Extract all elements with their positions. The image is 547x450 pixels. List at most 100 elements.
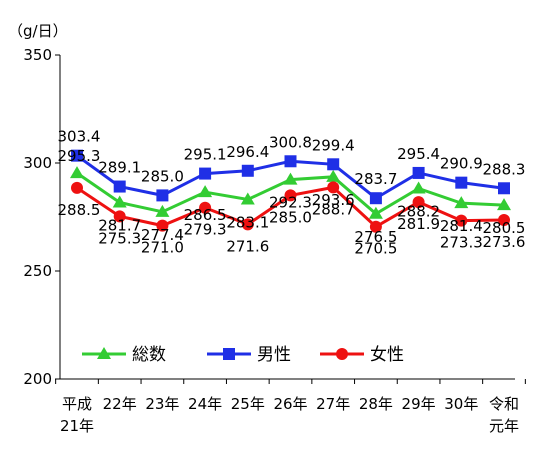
x-tick-label: 29年 (402, 395, 436, 413)
x-tick-label-line: 27年 (316, 395, 350, 413)
y-tick-label: 300 (23, 154, 52, 172)
data-label: 295.1 (184, 146, 227, 164)
x-tick-label-line: 23年 (145, 395, 179, 413)
x-tick-label: 令和元年 (489, 395, 519, 435)
data-point-triangle (112, 195, 127, 208)
data-point-circle (455, 214, 468, 227)
x-tick-label: 24年 (188, 395, 222, 413)
data-label: 286.5 (184, 206, 227, 224)
data-point-triangle (198, 185, 213, 198)
data-label: 295.3 (58, 147, 101, 165)
data-point-square (156, 189, 169, 202)
data-label: 288.5 (58, 201, 101, 219)
data-point-circle (199, 201, 212, 214)
data-point-square (284, 155, 297, 168)
data-point-circle (156, 219, 169, 232)
data-label: 303.4 (58, 128, 101, 146)
data-point-triangle (454, 196, 469, 209)
data-point-square (71, 149, 83, 162)
data-point-circle (369, 220, 382, 233)
data-label: 277.4 (141, 226, 184, 244)
legend-item: 女性 (320, 345, 404, 365)
x-tick-label: 22年 (103, 395, 137, 413)
data-label: 296.4 (226, 143, 269, 161)
series-circle (71, 181, 510, 233)
data-point-triangle (326, 169, 341, 182)
data-point-circle (336, 348, 348, 360)
data-point-square (412, 166, 425, 179)
data-label: 271.0 (141, 239, 184, 257)
legend-item: 総数 (82, 345, 166, 365)
data-point-circle (113, 210, 126, 223)
x-tick-label: 25年 (231, 395, 265, 413)
data-label: 300.8 (269, 133, 312, 151)
legend-item: 男性 (207, 345, 291, 365)
data-label: 292.3 (269, 194, 312, 212)
x-tick-label-line: 24年 (188, 395, 222, 413)
data-point-square (455, 176, 468, 189)
data-label: 293.6 (312, 191, 355, 209)
legend-label: 男性 (257, 345, 291, 365)
legend-label: 総数 (132, 345, 166, 365)
data-label: 281.4 (440, 217, 483, 235)
data-label: 283.1 (226, 214, 269, 232)
x-tick-label-line: 26年 (273, 395, 307, 413)
data-point-triangle (368, 206, 383, 219)
data-point-square (241, 164, 254, 177)
data-point-square (498, 182, 510, 195)
data-label: 285.0 (269, 208, 312, 226)
x-tick-label-line: 平成 (62, 395, 92, 413)
data-point-circle (327, 181, 340, 194)
data-label: 273.3 (440, 234, 483, 252)
unit-label: （g/日） (8, 22, 68, 40)
x-tick-label: 平成 21年 (60, 395, 94, 435)
data-label: 270.5 (354, 240, 397, 258)
x-tick-label: 30年 (444, 395, 478, 413)
x-tick-label-line: 元年 (489, 417, 519, 435)
data-label: 289.1 (98, 159, 141, 177)
data-label: 271.6 (226, 237, 269, 255)
data-label: 275.3 (98, 229, 141, 247)
x-tick-label-line: 25年 (231, 395, 265, 413)
data-point-circle (498, 214, 510, 227)
data-label: 295.4 (397, 145, 440, 163)
data-label: 299.4 (312, 136, 355, 154)
data-label: 280.5 (483, 219, 526, 237)
x-tick-label-line: 22年 (103, 395, 137, 413)
x-tick-label: 26年 (273, 395, 307, 413)
data-label: 279.3 (184, 221, 227, 239)
data-point-square (199, 167, 212, 180)
data-point-square (223, 348, 235, 360)
data-label: 288.2 (397, 202, 440, 220)
data-point-triangle (411, 181, 426, 194)
x-tick-label-line: 令和 (489, 395, 519, 413)
series-square (71, 149, 510, 205)
data-label: 276.5 (354, 228, 397, 246)
y-tick-label: 350 (23, 46, 52, 64)
x-tick-label: 28年 (359, 395, 393, 413)
legend-label: 女性 (370, 345, 404, 365)
y-tick-label: 250 (23, 262, 52, 280)
data-point-triangle (97, 347, 111, 359)
axes: 200 250 300 350 平成 21年 22年 23年 24年 25年 26年 27年 28年 29… (23, 46, 526, 435)
data-point-circle (241, 218, 254, 231)
series-triangle (70, 166, 511, 219)
x-tick-label: 23年 (145, 395, 179, 413)
data-label: 281.7 (98, 217, 141, 235)
data-label: 288.7 (312, 200, 355, 218)
data-point-circle (412, 196, 425, 209)
data-label: 283.7 (354, 170, 397, 188)
x-tick-label-line: 28年 (359, 395, 393, 413)
data-label: 290.9 (440, 155, 483, 173)
data-point-triangle (240, 192, 255, 205)
legend: 総数 男性 女性 (82, 345, 404, 365)
data-label: 273.6 (483, 233, 526, 251)
y-tick-label: 200 (23, 370, 52, 388)
x-tick-label-line: 30年 (444, 395, 478, 413)
data-point-triangle (497, 198, 511, 211)
data-label: 281.9 (397, 215, 440, 233)
data-point-square (327, 158, 340, 171)
data-point-square (369, 192, 382, 205)
